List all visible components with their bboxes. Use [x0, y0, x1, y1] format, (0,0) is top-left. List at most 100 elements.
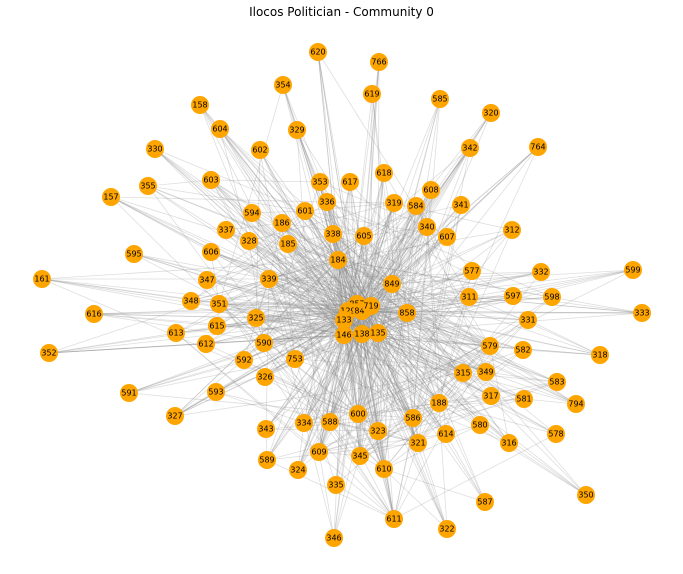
edge-318-146 [343, 334, 601, 356]
node-circle [477, 363, 495, 381]
edge-333-339 [268, 278, 643, 314]
edge-318-858 [406, 312, 601, 356]
node-label: 346 [326, 534, 341, 543]
edge-603-600 [210, 179, 359, 415]
edge-611-848 [361, 310, 395, 520]
edge-315-719 [370, 305, 464, 374]
node-label: 335 [328, 481, 343, 490]
graph-node-135: 135 [369, 324, 387, 342]
edge-597-719 [370, 295, 514, 307]
edge-335-611 [335, 484, 395, 520]
graph-node-794: 794 [567, 395, 585, 413]
graph-node-158: 158 [191, 96, 209, 114]
edge-317-323 [377, 395, 492, 432]
edge-323-138 [361, 333, 379, 432]
graph-node-327: 327 [166, 407, 184, 425]
edge-333-184 [337, 259, 643, 314]
edge-319-849 [391, 202, 395, 285]
graph-node-580: 580 [471, 416, 489, 434]
edge-328-857 [248, 240, 358, 305]
edge-585-849 [391, 98, 441, 285]
node-label: 579 [482, 342, 497, 351]
edge-849-184 [337, 259, 393, 285]
edge-589-129 [266, 310, 349, 461]
edge-347-605 [206, 235, 365, 281]
edge-610-351 [218, 303, 385, 470]
edge-323-184 [337, 259, 379, 432]
node-circle [529, 138, 547, 156]
edge-614-857 [356, 303, 447, 435]
edge-157-129 [110, 196, 349, 312]
edge-336-319 [326, 201, 395, 204]
edge-610-146 [343, 334, 385, 470]
node-label: 328 [241, 237, 256, 246]
node-label: 157 [103, 193, 118, 202]
edge-319-857 [356, 202, 395, 305]
edge-138-184 [337, 259, 363, 335]
node-label: 586 [405, 414, 420, 423]
node-circle [369, 422, 387, 440]
edge-319-858 [393, 202, 408, 314]
edge-333-146 [343, 312, 643, 336]
graph-node-604: 604 [211, 120, 229, 138]
edge-595-339 [133, 253, 270, 280]
graph-node-133: 133 [335, 311, 353, 329]
node-circle [454, 364, 472, 382]
edge-617-184 [337, 181, 351, 261]
edge-323-129 [347, 310, 379, 432]
edge-617-334 [303, 181, 351, 424]
node-label: 606 [203, 248, 218, 257]
edge-612-600 [205, 343, 359, 415]
graph-node-595: 595 [125, 245, 143, 263]
edge-333-597 [512, 295, 643, 314]
node-label: 186 [274, 219, 289, 228]
edge-587-188 [438, 402, 486, 503]
edge-332-339 [268, 271, 542, 280]
node-label: 353 [312, 178, 327, 187]
node-circle [167, 324, 185, 342]
edge-602-133 [259, 149, 345, 321]
edge-599-597 [512, 269, 634, 297]
node-circle [289, 461, 307, 479]
edge-347-133 [206, 279, 345, 321]
edge-329-719 [296, 129, 372, 307]
node-label: 323 [370, 427, 385, 436]
edge-321-184 [337, 259, 419, 444]
graph-node-719: 719 [362, 297, 380, 315]
node-circle [375, 460, 393, 478]
graph-node-598: 598 [543, 288, 561, 306]
node-label: 604 [212, 125, 227, 134]
edge-157-336 [110, 196, 328, 203]
edge-326-588 [264, 376, 331, 423]
edge-614-146 [343, 334, 447, 435]
edge-597-336 [326, 201, 514, 297]
edge-607-351 [218, 236, 448, 305]
graph-node-614: 614 [437, 425, 455, 443]
edge-602-753 [259, 149, 296, 360]
node-label: 614 [438, 430, 453, 439]
edge-311-135 [377, 296, 470, 334]
node-circle [519, 311, 537, 329]
edge-345-138 [359, 333, 363, 457]
node-circle [139, 177, 157, 195]
edge-603-133 [210, 179, 345, 321]
edge-339-184 [268, 259, 339, 280]
edge-588-611 [329, 421, 395, 520]
edge-620-138 [317, 51, 363, 335]
node-label: 587 [477, 498, 492, 507]
node-circle [437, 425, 455, 443]
edge-331-321 [417, 319, 529, 444]
graph-node-157: 157 [102, 188, 120, 206]
edge-355-601 [147, 185, 306, 212]
edge-342-129 [347, 147, 471, 312]
node-circle [471, 416, 489, 434]
edge-764-858 [406, 146, 539, 314]
graph-node-582: 582 [514, 341, 532, 359]
edge-581-138 [361, 333, 525, 400]
edge-161-184 [41, 259, 339, 280]
graph-node-613: 613 [167, 324, 185, 342]
edge-339-129 [268, 278, 349, 312]
edge-579-600 [357, 345, 491, 415]
edge-326-584 [264, 205, 417, 378]
edge-618-133 [343, 172, 385, 321]
